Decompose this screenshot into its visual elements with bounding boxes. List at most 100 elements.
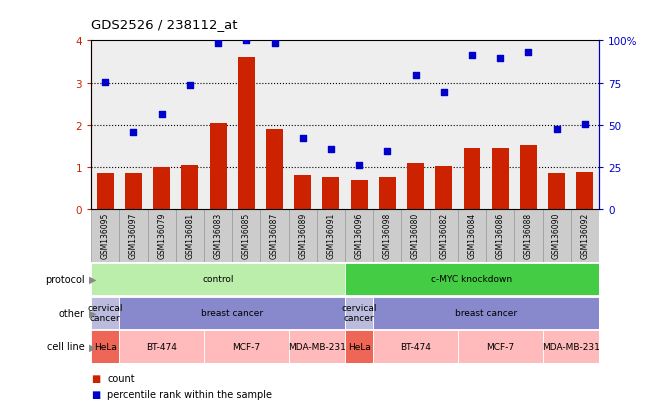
Bar (345, 330, 373, 363)
Text: ■: ■ (91, 373, 100, 383)
Text: cervical
cancer: cervical cancer (341, 303, 377, 323)
Bar (351, 181, 368, 209)
Text: GSM136089: GSM136089 (298, 212, 307, 259)
Point (523, 50, 534, 57)
Text: percentile rank within the sample: percentile rank within the sample (107, 389, 272, 399)
Bar (548, 174, 565, 209)
Text: GDS2526 / 238112_at: GDS2526 / 238112_at (91, 18, 238, 31)
Bar (91, 263, 345, 295)
Bar (520, 146, 537, 209)
Point (326, 147, 336, 153)
Bar (486, 209, 514, 263)
Text: MCF-7: MCF-7 (232, 342, 260, 351)
Text: MDA-MB-231: MDA-MB-231 (288, 342, 346, 351)
Bar (345, 209, 373, 263)
Bar (373, 209, 402, 263)
Bar (91, 297, 119, 329)
Point (185, 82, 195, 89)
Point (467, 53, 477, 59)
Text: control: control (202, 275, 234, 284)
Bar (260, 209, 288, 263)
Text: GSM136083: GSM136083 (214, 212, 223, 259)
Bar (492, 149, 508, 209)
Text: ▶: ▶ (89, 308, 97, 318)
Point (551, 126, 562, 133)
Text: GSM136082: GSM136082 (439, 212, 449, 258)
Point (495, 56, 505, 62)
Text: ▶: ▶ (89, 274, 97, 284)
Bar (204, 330, 288, 363)
Point (298, 135, 308, 142)
Bar (402, 209, 430, 263)
Bar (542, 330, 599, 363)
Bar (125, 174, 142, 209)
Text: GSM136092: GSM136092 (580, 212, 589, 259)
Bar (238, 58, 255, 209)
Text: breast cancer: breast cancer (201, 309, 263, 318)
Bar (542, 209, 571, 263)
Point (382, 148, 393, 155)
Point (156, 112, 167, 118)
Text: GSM136097: GSM136097 (129, 212, 138, 259)
Bar (210, 123, 227, 209)
Bar (97, 174, 114, 209)
Bar (514, 209, 542, 263)
Bar (288, 330, 345, 363)
Bar (373, 330, 458, 363)
Text: GSM136091: GSM136091 (326, 212, 335, 259)
Bar (345, 297, 373, 329)
Bar (379, 178, 396, 209)
Point (270, 41, 280, 47)
Bar (119, 297, 345, 329)
Text: c-MYC knockdown: c-MYC knockdown (432, 275, 512, 284)
Bar (345, 263, 599, 295)
Bar (182, 166, 199, 209)
Point (128, 130, 139, 136)
Text: GSM136079: GSM136079 (157, 212, 166, 259)
Text: MDA-MB-231: MDA-MB-231 (542, 342, 600, 351)
Text: GSM136096: GSM136096 (355, 212, 364, 259)
Text: BT-474: BT-474 (400, 342, 431, 351)
Bar (407, 163, 424, 209)
Bar (436, 167, 452, 209)
Bar (148, 209, 176, 263)
Text: ▶: ▶ (89, 342, 97, 351)
Point (410, 73, 421, 79)
Bar (266, 130, 283, 209)
Bar (373, 297, 599, 329)
Text: other: other (59, 308, 85, 318)
Bar (119, 209, 148, 263)
Text: HeLa: HeLa (348, 342, 370, 351)
Text: HeLa: HeLa (94, 342, 117, 351)
Bar (458, 209, 486, 263)
Text: cell line: cell line (47, 342, 85, 351)
Bar (294, 176, 311, 209)
Bar (204, 209, 232, 263)
Bar (430, 209, 458, 263)
Text: protocol: protocol (45, 274, 85, 284)
Point (213, 40, 223, 47)
Bar (119, 330, 204, 363)
Bar (288, 209, 317, 263)
Text: GSM136090: GSM136090 (552, 212, 561, 259)
Point (439, 89, 449, 96)
Text: GSM136085: GSM136085 (242, 212, 251, 259)
Bar (91, 330, 119, 363)
Text: BT-474: BT-474 (146, 342, 177, 351)
Text: GSM136084: GSM136084 (467, 212, 477, 259)
Text: GSM136081: GSM136081 (186, 212, 195, 258)
Bar (317, 209, 345, 263)
Bar (176, 209, 204, 263)
Text: GSM136098: GSM136098 (383, 212, 392, 259)
Text: GSM136087: GSM136087 (270, 212, 279, 259)
Text: breast cancer: breast cancer (455, 309, 517, 318)
Bar (153, 168, 170, 209)
Text: GSM136080: GSM136080 (411, 212, 420, 259)
Point (241, 38, 251, 45)
Bar (322, 178, 339, 209)
Point (100, 79, 111, 86)
Bar (232, 209, 260, 263)
Bar (571, 209, 599, 263)
Bar (464, 149, 480, 209)
Point (579, 121, 590, 128)
